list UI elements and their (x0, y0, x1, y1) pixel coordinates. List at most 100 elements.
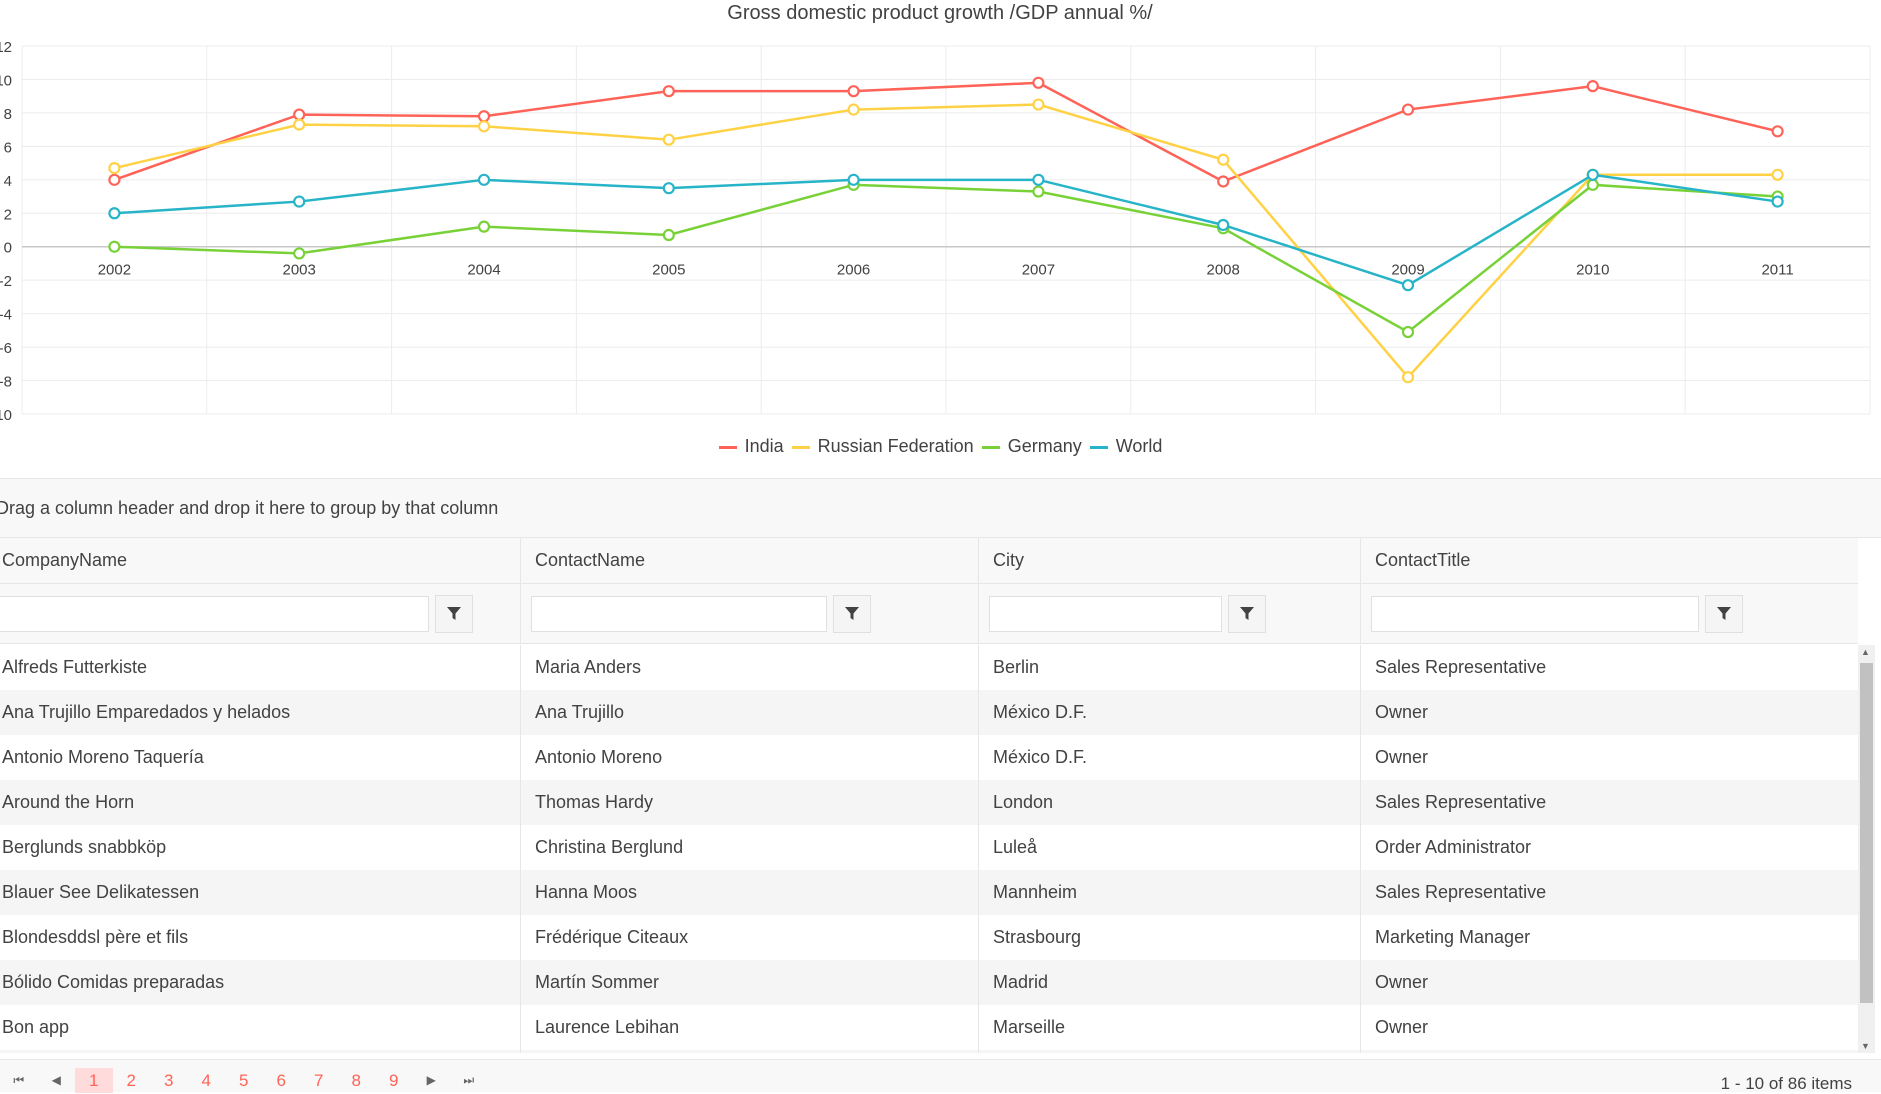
data-point[interactable] (1217, 153, 1230, 166)
table-row[interactable]: Antonio Moreno Taquería Antonio Moreno Méx… (0, 735, 1858, 780)
group-panel[interactable]: Drag a column header and drop it here to… (0, 479, 1881, 538)
x-tick-label: 2003 (283, 262, 316, 279)
data-point[interactable] (1401, 371, 1415, 384)
data-point[interactable] (847, 173, 860, 186)
page-button[interactable]: 2 (126, 1071, 136, 1090)
data-point[interactable] (847, 103, 860, 116)
table-row[interactable]: Ana Trujillo Emparedados y helados Ana Tr… (0, 690, 1858, 735)
filter-button[interactable] (1228, 594, 1266, 633)
table-row[interactable]: Around the Horn Thomas Hardy London Sales R… (0, 780, 1858, 825)
filter-input-companyname[interactable] (0, 595, 429, 632)
data-point[interactable] (1032, 173, 1045, 186)
table-cell: Owner (1375, 747, 1429, 767)
table-row[interactable]: Bon app Laurence Lebihan Marseille Owner (0, 1005, 1858, 1050)
data-point[interactable] (1401, 279, 1415, 292)
next-page-icon[interactable]: ▶ (426, 1073, 436, 1087)
data-point[interactable] (1401, 325, 1415, 339)
x-tick-label: 2010 (1576, 262, 1609, 279)
legend-item[interactable]: World (1089, 436, 1162, 457)
data-point[interactable] (1771, 195, 1784, 208)
legend-item[interactable]: Russian Federation (791, 436, 974, 457)
data-point[interactable] (108, 240, 121, 253)
data-point[interactable] (1401, 103, 1415, 116)
data-point[interactable] (477, 220, 491, 233)
filter-input-contacttitle[interactable] (1371, 595, 1699, 632)
table-cell: Blondesddsl père et fils (0, 915, 521, 960)
legend-item[interactable]: India (718, 436, 784, 457)
filter-button[interactable] (1705, 594, 1743, 633)
table-cell: Maria Anders (521, 645, 979, 690)
data-point[interactable] (477, 120, 491, 133)
data-point[interactable] (1586, 178, 1599, 191)
data-point[interactable] (477, 173, 491, 186)
first-page-icon[interactable]: ⏮ (13, 1073, 25, 1087)
data-point[interactable] (293, 247, 306, 260)
table-row[interactable]: Alfreds Futterkiste Maria Anders Berlin Sal… (0, 645, 1858, 690)
y-tick-label: -10 (0, 407, 12, 424)
filter-input-contactname[interactable] (531, 595, 827, 632)
table-row[interactable]: Blondesddsl père et fils Frédérique Citea… (0, 915, 1858, 960)
data-point[interactable] (1032, 185, 1045, 198)
page-button[interactable]: 9 (389, 1071, 399, 1090)
legend-marker (718, 445, 737, 449)
scroll-up-icon[interactable]: ▲ (1861, 647, 1870, 657)
legend-item[interactable]: Germany (981, 436, 1082, 457)
table-row[interactable]: Berglunds snabbköp Christina Berglund Lule… (0, 825, 1858, 870)
data-point[interactable] (293, 108, 306, 121)
table-cell: Bon app (0, 1005, 521, 1050)
table-cell: Berglunds snabbköp (0, 825, 521, 870)
data-point[interactable] (1771, 168, 1784, 181)
table-cell: Mannheim (979, 870, 1361, 915)
page-button[interactable]: 3 (164, 1071, 174, 1090)
scroll-down-icon[interactable]: ▼ (1861, 1041, 1870, 1051)
table-cell: Owner (1375, 1017, 1429, 1037)
column-header-companyname[interactable]: CompanyName (0, 538, 521, 583)
data-point[interactable] (1586, 80, 1599, 93)
last-page-icon[interactable]: ⏭ (463, 1073, 475, 1087)
filter-button[interactable] (435, 594, 473, 633)
page-button[interactable]: 8 (351, 1071, 361, 1090)
table-row[interactable] (0, 1050, 1858, 1053)
data-point[interactable] (293, 118, 306, 131)
data-point[interactable] (477, 110, 491, 123)
data-point[interactable] (662, 85, 675, 98)
table-cell: Sales Representative (1375, 792, 1547, 812)
data-point[interactable] (108, 207, 121, 220)
table-cell: Marketing Manager (1375, 927, 1531, 947)
data-point[interactable] (108, 173, 121, 186)
data-point[interactable] (1032, 98, 1045, 111)
data-point[interactable] (662, 182, 675, 195)
column-header-contactname[interactable]: ContactName (521, 538, 979, 583)
page-button[interactable]: 1 (75, 1068, 113, 1093)
vertical-scrollbar[interactable]: ▲ ▼ (1858, 645, 1875, 1053)
page-button[interactable]: 5 (239, 1071, 249, 1090)
page-button[interactable]: 6 (276, 1071, 286, 1090)
data-point[interactable] (847, 85, 860, 98)
y-tick-label: 8 (4, 106, 12, 123)
data-point[interactable] (108, 162, 121, 175)
y-tick-label: 4 (4, 173, 12, 190)
table-row[interactable]: Bólido Comidas preparadas Martín Sommer Ma… (0, 960, 1858, 1005)
filter-cell (979, 584, 1361, 643)
data-point[interactable] (1217, 175, 1230, 188)
column-header-city[interactable]: City (979, 538, 1361, 583)
data-point[interactable] (1217, 218, 1230, 232)
filter-input-city[interactable] (989, 595, 1222, 632)
data-point[interactable] (1032, 76, 1045, 89)
column-header-contacttitle[interactable]: ContactTitle (1375, 550, 1471, 570)
page-button[interactable]: 7 (314, 1071, 324, 1090)
table-cell: Christina Berglund (521, 825, 979, 870)
data-point[interactable] (662, 133, 675, 146)
filter-button[interactable] (833, 594, 871, 633)
data-point[interactable] (662, 228, 675, 242)
scrollbar-thumb[interactable] (1860, 663, 1873, 1003)
filter-icon (845, 606, 859, 620)
data-point[interactable] (1771, 125, 1784, 138)
page-button[interactable]: 4 (201, 1071, 211, 1090)
table-row[interactable]: Blauer See Delikatessen Hanna Moos Mannhei… (0, 870, 1858, 915)
gdp-line-chart: Gross domestic product growth /GDP annua… (0, 2, 1871, 424)
data-point[interactable] (1586, 168, 1599, 181)
pager-info: 1 - 10 of 86 items (1720, 1074, 1852, 1093)
prev-page-icon[interactable]: ◀ (51, 1073, 61, 1087)
data-point[interactable] (293, 195, 306, 208)
